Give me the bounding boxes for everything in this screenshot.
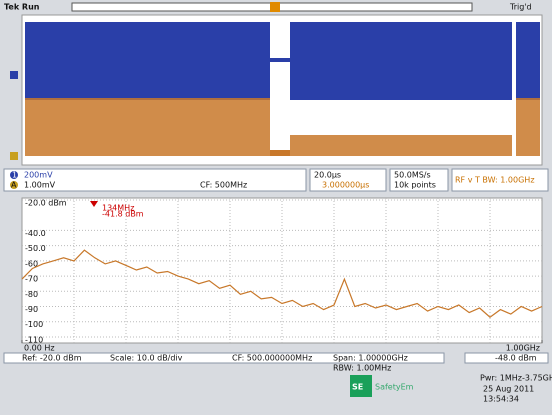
- marker-level: -41.8 dBm: [102, 210, 144, 219]
- ch1-burst: [25, 22, 270, 100]
- watermark: SafetyEm: [375, 383, 414, 392]
- points: 10k points: [394, 181, 436, 190]
- cf: CF: 500MHz: [200, 181, 247, 190]
- scale: Scale: 10.0 dB/div: [110, 354, 183, 363]
- footer-box: [3, 352, 445, 364]
- y-tick-label: -60: [25, 259, 38, 268]
- sample-rate: 50.0MS/s: [394, 171, 431, 180]
- rf-box: [451, 168, 549, 192]
- y-tick-label: -110: [25, 335, 43, 344]
- y-tick-label: -20.0 dBm: [25, 199, 67, 208]
- y-tick-label: -50.0: [25, 244, 46, 253]
- ch1-idle: [270, 58, 290, 62]
- y-tick-label: -90: [25, 305, 38, 314]
- acq-box: [389, 168, 449, 192]
- timebase-box: [309, 168, 387, 192]
- y-tick-label: -100: [25, 320, 43, 329]
- trigger-level: -48.0 dBm: [495, 354, 537, 363]
- ch1-burst: [516, 22, 540, 100]
- ch1-marker: [10, 71, 18, 79]
- date: 25 Aug 2011: [483, 385, 534, 394]
- readout-box: [3, 168, 307, 192]
- x-tick-label: 0.00 Hz: [24, 344, 55, 353]
- y-tick-label: -80: [25, 290, 38, 299]
- cha-burst: [290, 135, 512, 156]
- power: Pwr: 1MHz-3.75GHz: [480, 374, 552, 383]
- cha-scale: 1.00mV: [24, 181, 56, 190]
- delay: 3.000000µs: [322, 181, 369, 190]
- trigger-state: Trig'd: [509, 3, 532, 12]
- cha-burst: [25, 98, 270, 156]
- logo: SE: [352, 383, 363, 392]
- cha-badge: [10, 181, 18, 189]
- logo-box: [350, 375, 372, 397]
- cha-label: A: [11, 181, 17, 190]
- cha-idle: [270, 150, 290, 156]
- rf: RF v T BW: 1.00GHz: [455, 176, 535, 185]
- spectrum-trace: [21, 249, 543, 318]
- marker-triangle: [90, 201, 98, 207]
- marker-frequency: 134MHz: [102, 204, 134, 213]
- ch1-burst: [290, 22, 512, 100]
- ref: Ref: -20.0 dBm: [22, 354, 82, 363]
- status: Tek Run: [4, 3, 40, 12]
- x-tick-label: 1.00GHz: [506, 344, 540, 353]
- trigger-pos: [270, 2, 280, 12]
- rbw: RBW: 1.00MHz: [333, 364, 391, 373]
- y-tick-label: -40.0: [25, 229, 46, 238]
- ch1-label: 1: [12, 171, 17, 180]
- cf-span: CF: 500.000000MHz: [232, 354, 312, 363]
- waveform-cha: [25, 98, 540, 156]
- ch1-badge: [10, 171, 18, 179]
- waveform-ch1: [25, 22, 540, 100]
- cha-burst: [516, 98, 540, 156]
- timebase: 20.0µs: [314, 171, 341, 180]
- ch1-scale: 200mV: [24, 171, 53, 180]
- y-tick-label: -70: [25, 275, 38, 284]
- time: 13:54:34: [483, 395, 519, 404]
- trig-box: [464, 352, 549, 364]
- cha-marker: [10, 152, 18, 160]
- span: Span: 1.00000GHz: [333, 354, 408, 363]
